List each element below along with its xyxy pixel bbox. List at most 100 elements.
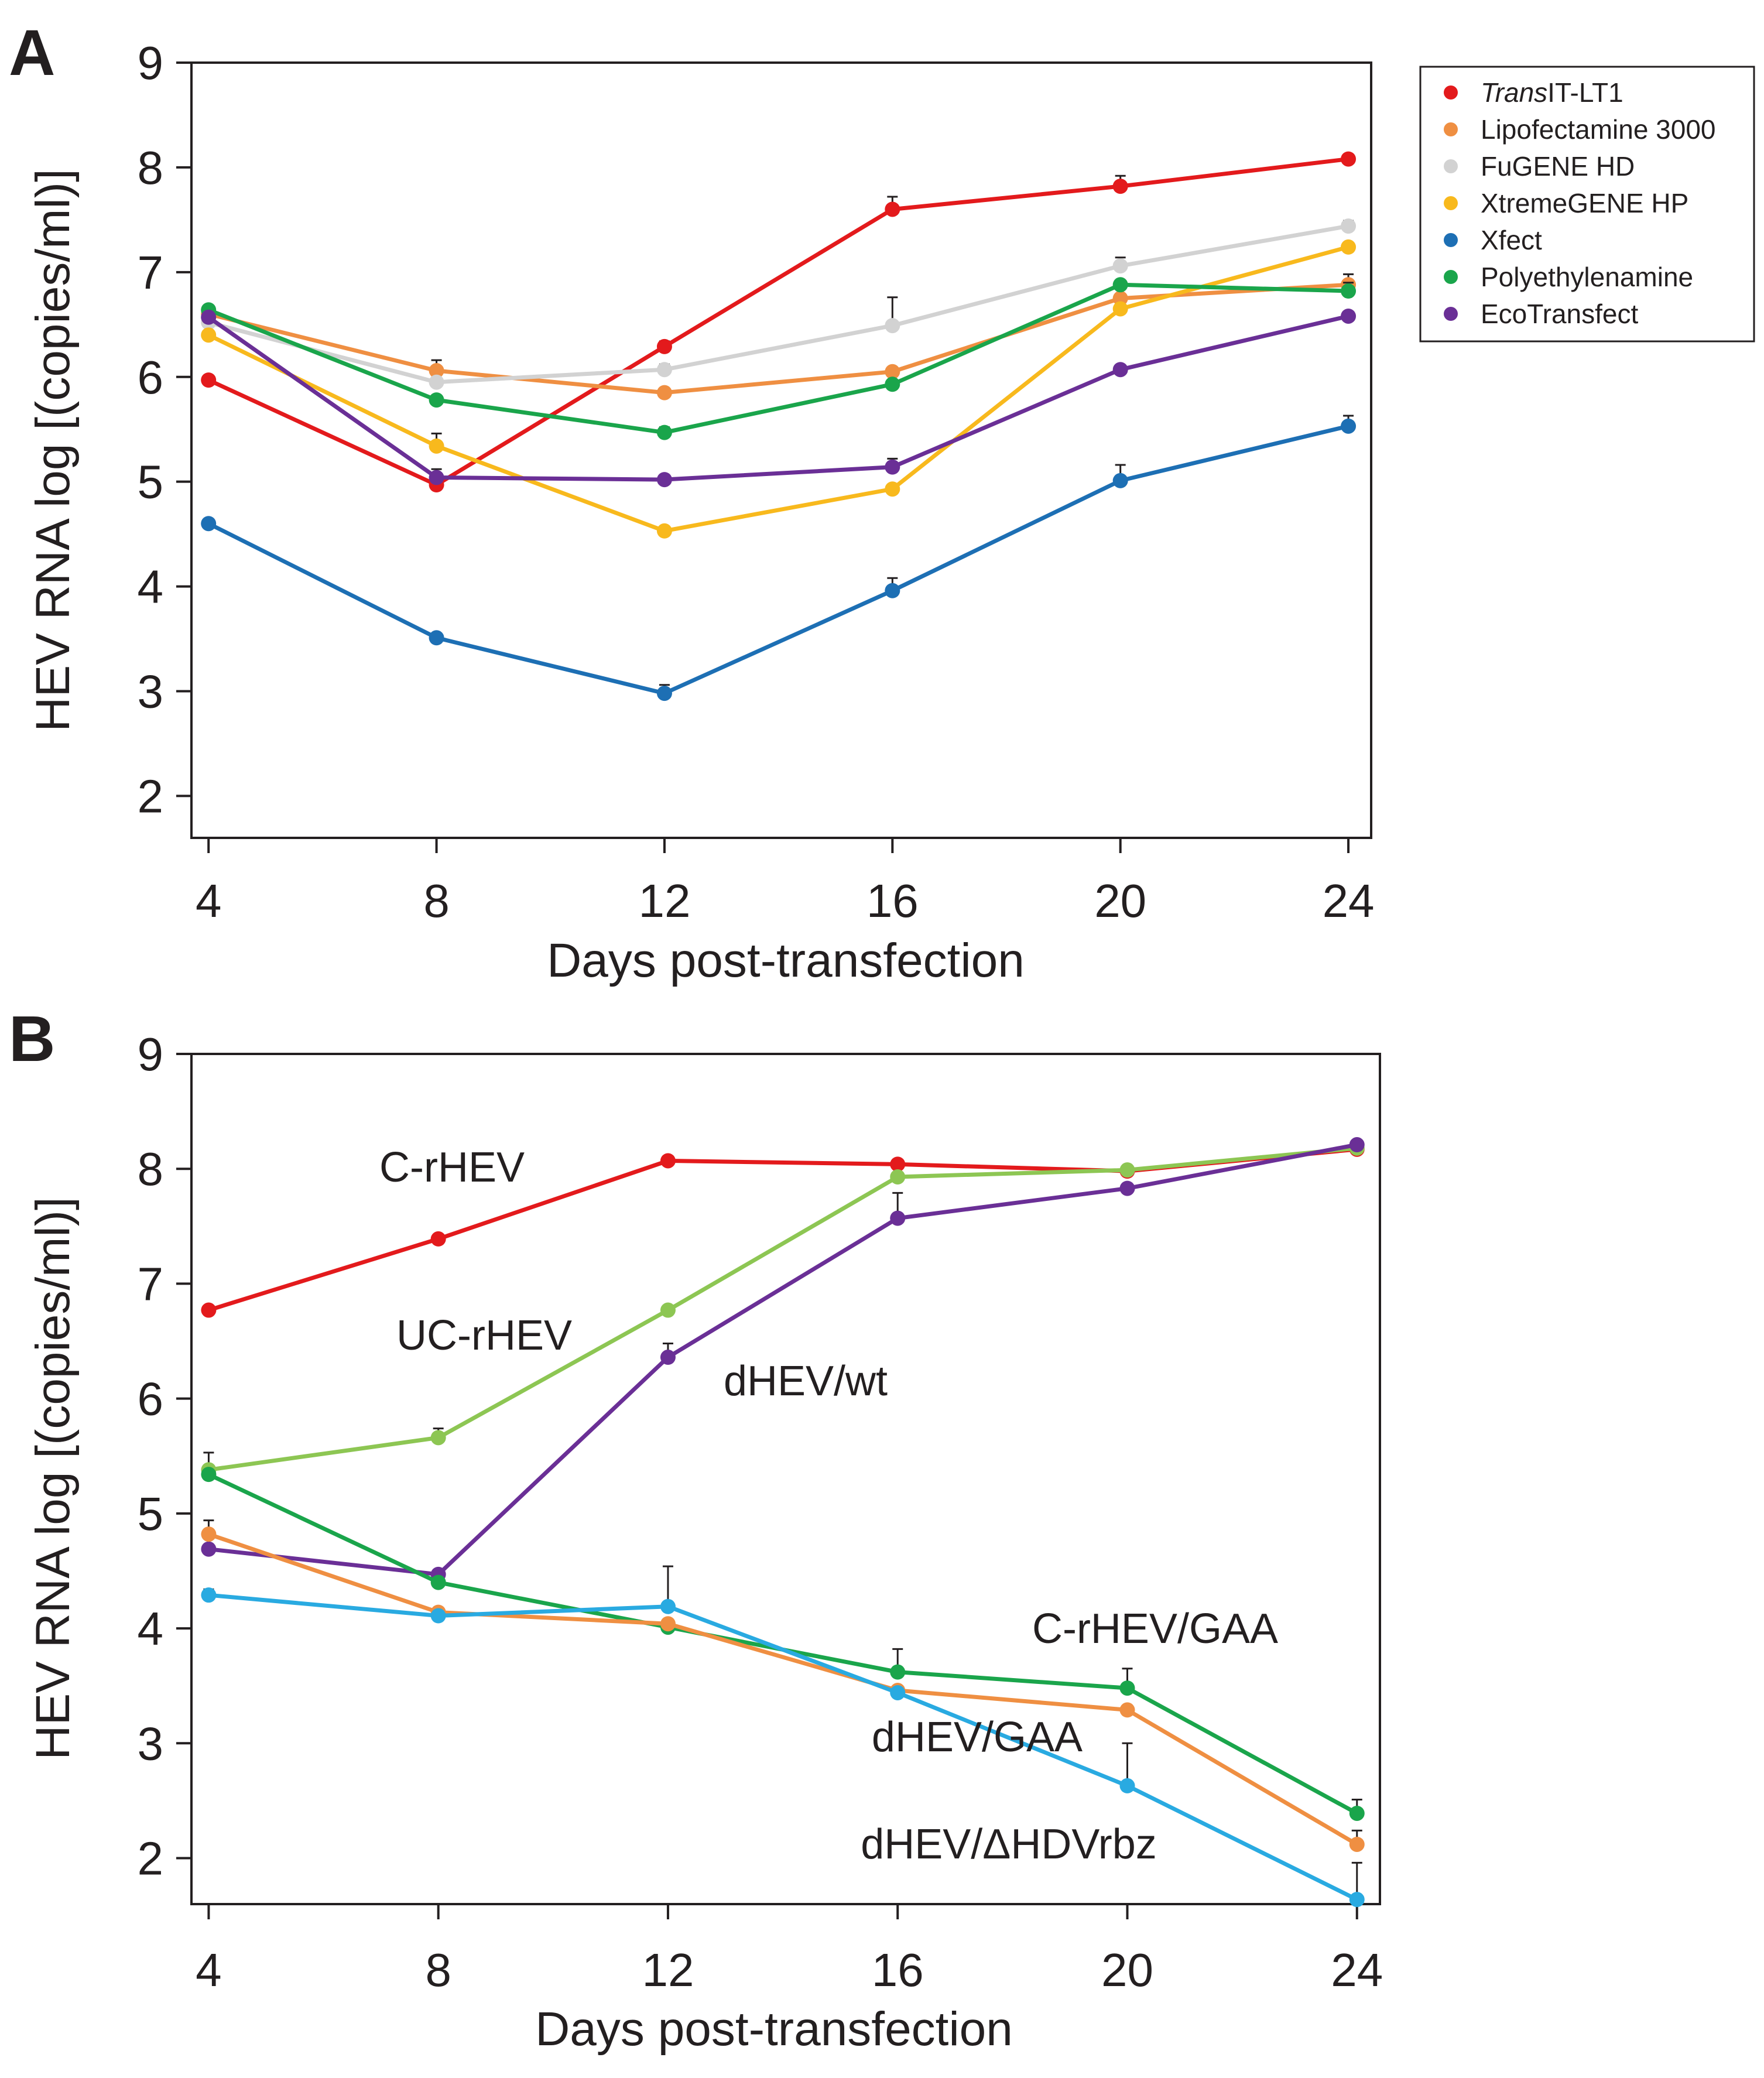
data-point <box>1349 1892 1365 1908</box>
series-line <box>207 157 1349 487</box>
data-point <box>201 327 217 343</box>
data-point <box>1341 218 1357 234</box>
panel-b-y-axis-title: HEV RNA log [(copies/ml)] <box>26 1197 80 1760</box>
data-point <box>656 472 672 488</box>
data-point <box>430 1608 446 1624</box>
series-line <box>207 314 1349 482</box>
x-tick-label: 8 <box>425 1944 451 1996</box>
legend-marker <box>1444 307 1458 321</box>
legend-item: Lipofectamine 3000 <box>1444 114 1716 145</box>
series-ecotransfect <box>201 308 1357 488</box>
data-point <box>1112 362 1128 378</box>
x-tick-label: 12 <box>642 1944 694 1996</box>
data-point <box>201 1526 217 1542</box>
label-c-rhev: C-rHEV <box>379 1144 525 1191</box>
legend-label: Polyethylenamine <box>1481 262 1693 292</box>
data-point <box>885 364 900 379</box>
legend-marker <box>1444 196 1458 210</box>
legend-item: EcoTransfect <box>1444 299 1639 329</box>
legend-item: Polyethylenamine <box>1444 262 1693 292</box>
legend-label: TransIT-LT1 <box>1481 77 1623 108</box>
legend-label: XtremeGENE HP <box>1481 188 1688 218</box>
x-tick-label: 4 <box>196 875 222 927</box>
series-line <box>208 1532 1358 1847</box>
data-point <box>1119 1778 1135 1793</box>
panel-a-series-layer <box>201 151 1357 701</box>
y-tick-label: 7 <box>138 247 164 299</box>
data-point <box>429 438 444 454</box>
x-tick-label: 4 <box>196 1944 222 1996</box>
series-polyethylenamine <box>201 277 1357 440</box>
series-line <box>208 224 1349 385</box>
series-dhev-hdvrbz <box>201 1565 1365 1908</box>
y-tick-label: 7 <box>138 1258 164 1310</box>
panel-b-label: B <box>9 1003 55 1075</box>
series-line <box>207 424 1349 696</box>
legend: TransIT-LT1 Lipofectamine 3000 FuGENE HD Xt… <box>1419 66 1755 343</box>
data-point <box>660 1302 676 1318</box>
data-point <box>1341 418 1357 434</box>
label-dhev-gaa: dHEV/GAA <box>872 1714 1083 1761</box>
legend-item: FuGENE HD <box>1444 151 1635 182</box>
legend-marker <box>1444 159 1458 173</box>
data-point <box>885 583 900 598</box>
data-point <box>656 362 672 378</box>
data-point <box>885 376 900 392</box>
data-point <box>885 481 900 497</box>
data-point <box>1341 239 1357 255</box>
panel-b-y-axis: 2 3 4 5 6 7 8 9 <box>138 1028 191 1885</box>
x-tick-label: 16 <box>872 1944 924 1996</box>
panel-b-series-layer <box>201 1137 1365 1908</box>
series-line <box>207 245 1349 533</box>
series-line <box>208 1142 1358 1577</box>
series-line <box>208 1593 1358 1902</box>
data-point <box>656 424 672 440</box>
data-point <box>430 1574 446 1590</box>
data-point <box>429 374 444 390</box>
data-point <box>1112 473 1128 488</box>
data-point <box>656 338 672 354</box>
series-line <box>207 282 1349 435</box>
legend-item: XtremeGENE HP <box>1444 188 1688 218</box>
legend-label-italic: Trans <box>1481 77 1547 108</box>
x-tick-label: 24 <box>1331 1944 1383 1996</box>
panel-a-x-axis: 4 8 12 16 20 24 <box>196 838 1375 927</box>
data-point <box>890 1210 906 1226</box>
x-tick-label: 24 <box>1323 875 1375 927</box>
data-point <box>890 1664 906 1680</box>
legend-label: FuGENE HD <box>1481 151 1635 182</box>
data-point <box>201 1541 217 1557</box>
data-point <box>1119 1162 1135 1178</box>
legend-marker <box>1444 122 1458 136</box>
data-point <box>660 1350 676 1365</box>
series-uc-rhev <box>201 1140 1365 1478</box>
data-point <box>1341 308 1357 324</box>
data-point <box>1341 283 1357 299</box>
data-point <box>201 516 217 532</box>
legend-label: EcoTransfect <box>1481 299 1639 329</box>
data-point <box>430 1430 446 1446</box>
panel-a-y-axis-title: HEV RNA log [(copies/ml)] <box>26 169 80 732</box>
y-tick-label: 8 <box>138 142 164 194</box>
data-point <box>1119 1680 1135 1696</box>
data-point <box>429 392 444 408</box>
data-point <box>660 1616 676 1632</box>
y-tick-label: 3 <box>138 1717 164 1769</box>
y-tick-label: 4 <box>138 561 164 613</box>
data-point <box>201 1467 217 1483</box>
y-tick-label: 2 <box>138 1833 164 1885</box>
label-uc-rhev: UC-rHEV <box>396 1312 572 1359</box>
panel-b-plot-frame <box>190 1053 1381 1905</box>
data-point <box>1112 179 1128 194</box>
legend-marker <box>1444 85 1458 100</box>
label-dhev-dhdvrbz: dHEV/ΔHDVrbz <box>861 1821 1157 1868</box>
y-tick-label: 6 <box>138 351 164 403</box>
data-point <box>660 1153 676 1169</box>
data-point <box>890 1685 906 1700</box>
series-xfect <box>201 415 1357 701</box>
y-tick-label: 9 <box>138 1028 164 1080</box>
data-point <box>201 1587 217 1603</box>
data-point <box>429 363 444 379</box>
series-line <box>208 282 1349 395</box>
data-point <box>1112 277 1128 293</box>
